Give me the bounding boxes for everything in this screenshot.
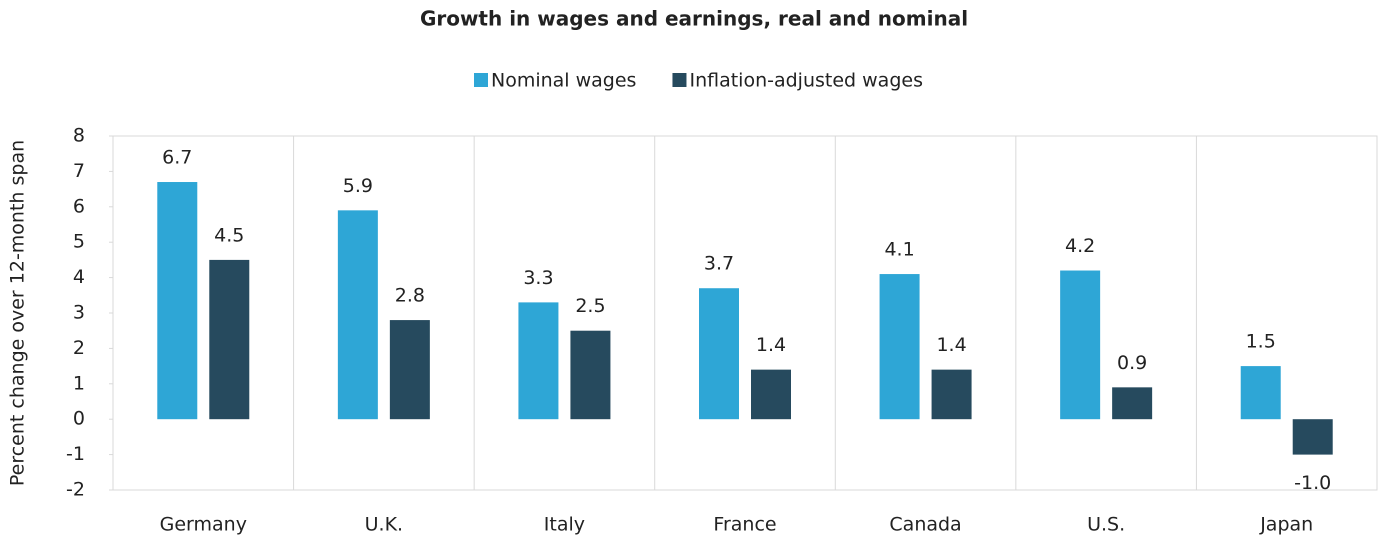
bar: [1292, 419, 1333, 455]
data-label: 4.1: [884, 239, 914, 261]
y-tick-label: 8: [73, 125, 85, 147]
y-tick-label: 6: [73, 195, 85, 217]
bar: [157, 182, 198, 420]
bar: [1240, 366, 1281, 420]
bar: [1112, 387, 1153, 420]
legend-swatch: [474, 73, 488, 87]
bar: [570, 330, 611, 420]
y-tick-label: 7: [73, 160, 85, 182]
y-tick-label: 0: [73, 408, 85, 430]
y-tick-label: 3: [73, 302, 85, 324]
data-label: 3.3: [523, 267, 553, 289]
y-tick-label: 5: [73, 231, 85, 253]
x-tick-label: France: [713, 514, 776, 536]
bar: [879, 274, 920, 420]
bar: [699, 288, 739, 420]
bar: [209, 259, 250, 420]
y-tick-label: -1: [66, 443, 85, 465]
bar: [518, 302, 559, 420]
data-label: 2.8: [395, 285, 425, 307]
plot-border: [112, 135, 1378, 491]
x-tick-label: U.K.: [365, 514, 403, 536]
y-tick-label: 4: [73, 266, 85, 288]
bar: [1060, 270, 1101, 420]
data-label: 2.5: [575, 295, 605, 317]
y-tick-label: -2: [66, 479, 85, 501]
data-label: 4.5: [214, 224, 244, 246]
bar: [931, 369, 972, 420]
data-label: 6.7: [162, 147, 192, 169]
y-tick-label: 1: [73, 372, 85, 394]
legend-label: Nominal wages: [491, 70, 636, 92]
x-tick-label: Germany: [160, 514, 247, 536]
x-tick-label: Japan: [1259, 514, 1313, 536]
bar: [751, 369, 791, 420]
x-tick-label: Canada: [889, 514, 961, 536]
data-label: 3.7: [704, 253, 734, 275]
data-label: 5.9: [343, 175, 373, 197]
x-tick-label: U.S.: [1087, 514, 1125, 536]
x-tick-label: Italy: [544, 514, 585, 536]
data-label: 1.4: [936, 334, 966, 356]
chart-title: Growth in wages and earnings, real and n…: [420, 7, 968, 31]
y-tick-label: 2: [73, 337, 85, 359]
data-label: 1.4: [756, 334, 786, 356]
data-label: 1.5: [1246, 331, 1276, 353]
data-label: -1.0: [1294, 472, 1331, 494]
data-label: 0.9: [1117, 352, 1147, 374]
bar: [389, 320, 430, 420]
bar: [337, 210, 378, 420]
legend-swatch: [672, 73, 687, 87]
data-label: 4.2: [1065, 235, 1095, 257]
legend-label: Inflation-adjusted wages: [689, 70, 923, 92]
y-axis-label: Percent change over 12-month span: [7, 140, 29, 486]
